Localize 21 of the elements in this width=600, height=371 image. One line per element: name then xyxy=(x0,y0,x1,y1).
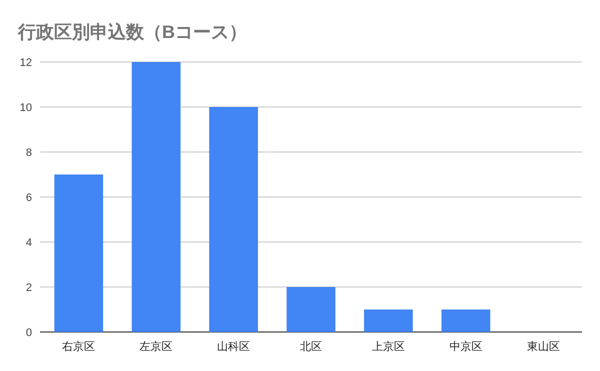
bar xyxy=(54,174,104,332)
y-tick-label: 6 xyxy=(26,192,32,204)
x-tick-label: 上京区 xyxy=(372,340,405,353)
y-tick-label: 10 xyxy=(20,102,32,114)
y-tick-label: 4 xyxy=(26,237,32,249)
bar xyxy=(132,62,181,332)
bar xyxy=(286,287,336,332)
x-tick-label: 東山区 xyxy=(526,340,560,353)
x-tick-label: 右京区 xyxy=(62,340,96,353)
bar xyxy=(441,310,490,332)
chart-title: 行政区別申込数（Bコース） xyxy=(17,22,247,42)
x-tick-label: 山科区 xyxy=(217,340,250,353)
y-tick-label: 12 xyxy=(20,57,32,69)
bar xyxy=(364,310,413,332)
y-tick-label: 2 xyxy=(26,282,32,294)
y-tick-label: 8 xyxy=(26,147,32,159)
x-tick-label: 中京区 xyxy=(449,340,482,353)
y-tick-label: 0 xyxy=(26,327,32,339)
bar xyxy=(209,107,258,332)
x-tick-label: 左京区 xyxy=(140,340,173,353)
x-tick-label: 北区 xyxy=(300,340,322,353)
